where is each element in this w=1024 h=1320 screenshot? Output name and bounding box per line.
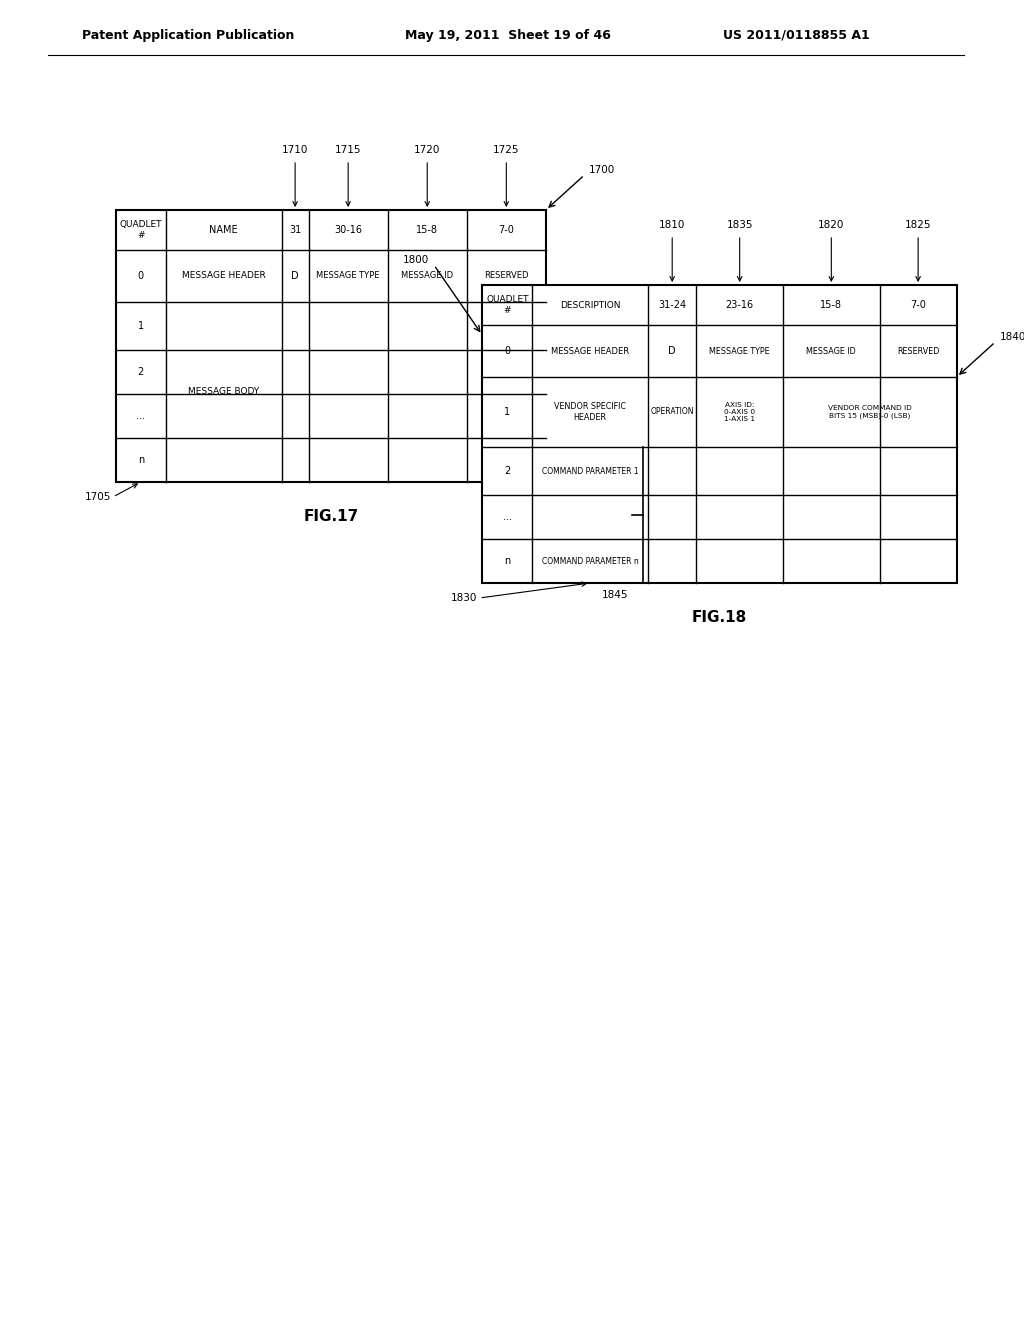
Text: 7-0: 7-0 <box>910 300 926 310</box>
Text: 1725: 1725 <box>494 145 519 154</box>
Text: 1710: 1710 <box>282 145 308 154</box>
Text: QUADLET
#: QUADLET # <box>486 296 528 314</box>
Text: 1810: 1810 <box>659 220 685 230</box>
Text: 31: 31 <box>289 224 301 235</box>
Text: DESCRIPTION: DESCRIPTION <box>560 301 621 309</box>
Text: 31-24: 31-24 <box>658 300 686 310</box>
Text: n: n <box>504 556 510 566</box>
Text: Patent Application Publication: Patent Application Publication <box>82 29 294 41</box>
Text: 30-16: 30-16 <box>334 224 362 235</box>
Text: RESERVED: RESERVED <box>484 272 528 281</box>
Text: 1820: 1820 <box>818 220 845 230</box>
Text: 1715: 1715 <box>335 145 361 154</box>
Text: 1840: 1840 <box>1000 333 1024 342</box>
Text: MESSAGE HEADER: MESSAGE HEADER <box>551 346 630 355</box>
Text: VENDOR COMMAND ID
BITS 15 (MSB)-0 (LSB): VENDOR COMMAND ID BITS 15 (MSB)-0 (LSB) <box>828 405 911 418</box>
Text: MESSAGE ID: MESSAGE ID <box>401 272 454 281</box>
Text: 1700: 1700 <box>589 165 615 176</box>
Bar <box>116 210 546 482</box>
Text: 15-8: 15-8 <box>416 224 438 235</box>
Text: MESSAGE TYPE: MESSAGE TYPE <box>710 346 770 355</box>
Text: 2: 2 <box>504 466 510 477</box>
Text: COMMAND PARAMETER 1: COMMAND PARAMETER 1 <box>542 466 639 475</box>
Text: 1835: 1835 <box>726 220 753 230</box>
Text: QUADLET
#: QUADLET # <box>120 220 162 240</box>
Text: 1705: 1705 <box>85 492 111 502</box>
Text: D: D <box>669 346 676 356</box>
Text: n: n <box>137 455 144 465</box>
Text: 1830: 1830 <box>451 593 477 603</box>
Text: 0: 0 <box>138 271 143 281</box>
Text: 1825: 1825 <box>905 220 932 230</box>
Text: MESSAGE ID: MESSAGE ID <box>807 346 856 355</box>
Text: 2: 2 <box>137 367 144 378</box>
Text: 1800: 1800 <box>402 255 429 265</box>
Text: FIG.17: FIG.17 <box>303 510 358 524</box>
Text: MESSAGE TYPE: MESSAGE TYPE <box>316 272 380 281</box>
Text: 1: 1 <box>138 321 143 331</box>
Text: 7-0: 7-0 <box>499 224 514 235</box>
Text: D: D <box>291 271 299 281</box>
Bar <box>782 378 784 446</box>
Text: COMMAND PARAMETER n: COMMAND PARAMETER n <box>542 557 639 565</box>
Text: ...: ... <box>503 512 512 521</box>
Bar <box>482 285 956 583</box>
Text: VENDOR SPECIFIC
HEADER: VENDOR SPECIFIC HEADER <box>554 403 627 421</box>
Text: FIG.18: FIG.18 <box>692 610 748 626</box>
Text: RESERVED: RESERVED <box>897 346 939 355</box>
Text: OPERATION: OPERATION <box>650 408 694 417</box>
Text: 1845: 1845 <box>602 590 629 601</box>
Text: May 19, 2011  Sheet 19 of 46: May 19, 2011 Sheet 19 of 46 <box>406 29 611 41</box>
Text: ...: ... <box>136 411 145 421</box>
Text: 15-8: 15-8 <box>820 300 843 310</box>
Text: 23-16: 23-16 <box>726 300 754 310</box>
Text: 0: 0 <box>504 346 510 356</box>
Text: MESSAGE BODY: MESSAGE BODY <box>188 388 259 396</box>
Text: NAME: NAME <box>210 224 238 235</box>
Text: 1720: 1720 <box>414 145 440 154</box>
Text: 1: 1 <box>504 407 510 417</box>
Text: US 2011/0118855 A1: US 2011/0118855 A1 <box>723 29 870 41</box>
Text: AXIS ID:
0-AXIS 0
1-AXIS 1: AXIS ID: 0-AXIS 0 1-AXIS 1 <box>724 403 756 422</box>
Text: MESSAGE HEADER: MESSAGE HEADER <box>182 272 265 281</box>
